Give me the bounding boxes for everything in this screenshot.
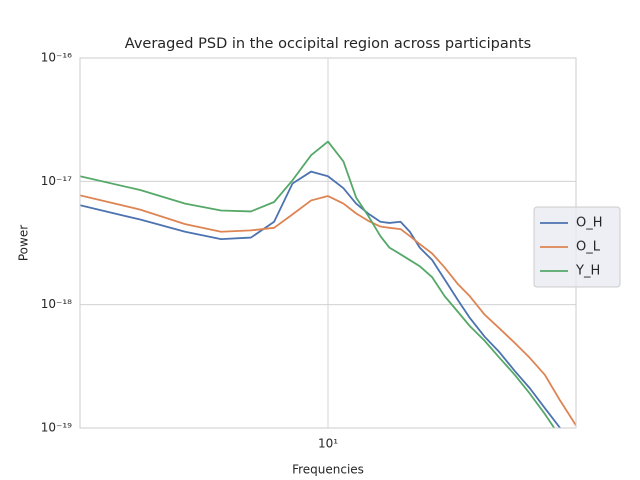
- legend-label: O_H: [576, 216, 603, 231]
- legend: O_H O_L Y_H: [533, 206, 621, 288]
- series-line: [80, 194, 576, 426]
- legend-label: O_L: [576, 240, 601, 255]
- x-axis-label: Frequencies: [292, 463, 364, 477]
- series-line: [80, 140, 556, 428]
- y-tick-label: 10⁻¹⁹: [41, 421, 72, 435]
- chart-title: Averaged PSD in the occipital region acr…: [125, 36, 531, 52]
- y-tick-label: 10⁻¹⁸: [41, 297, 72, 311]
- x-tick-label: 10¹: [318, 437, 338, 451]
- y-axis-label: Power: [17, 225, 31, 261]
- y-tick-label: 10⁻¹⁷: [41, 174, 72, 188]
- lines: [80, 140, 576, 428]
- y-tick-label: 10⁻¹⁶: [41, 51, 72, 65]
- legend-label: Y_H: [575, 264, 600, 279]
- legend-box: [533, 206, 621, 288]
